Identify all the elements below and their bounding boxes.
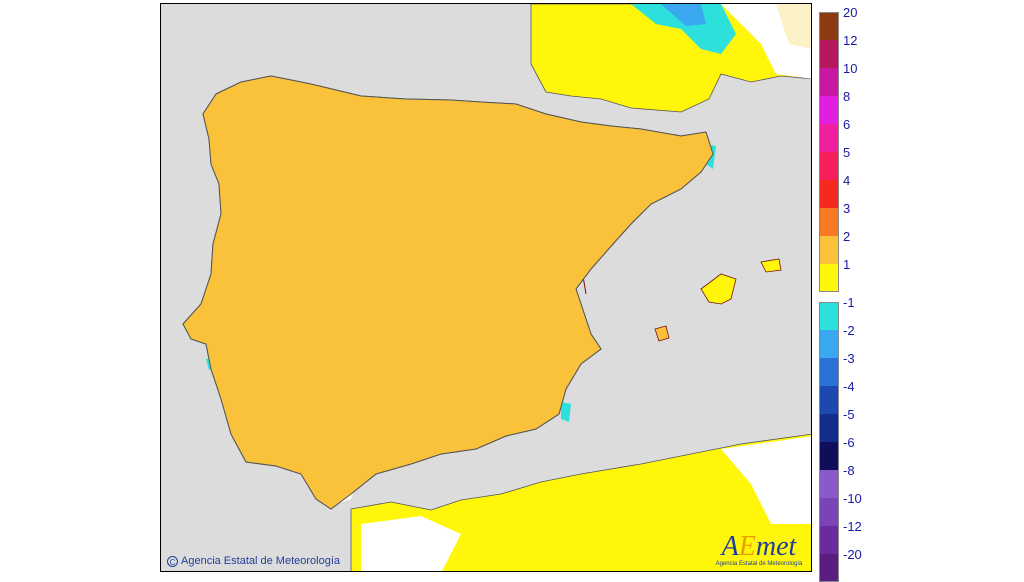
- france-cyan-patch: [631, 4, 736, 54]
- legend-swatch: [819, 470, 839, 498]
- legend-label: -20: [843, 547, 862, 562]
- legend-label: -1: [843, 295, 855, 310]
- legend-label: -6: [843, 435, 855, 450]
- legend-label: 8: [843, 89, 851, 104]
- legend-label: 20: [843, 5, 858, 20]
- legend-swatch: [819, 386, 839, 414]
- legend-label: 4: [843, 173, 851, 188]
- legend-swatch: [819, 124, 839, 152]
- legend-swatch: [819, 414, 839, 442]
- legend-swatch: [819, 526, 839, 554]
- legend-label: 1: [843, 257, 851, 272]
- legend-swatch: [819, 236, 839, 264]
- legend-swatch: [819, 330, 839, 358]
- legend-label: 5: [843, 145, 851, 160]
- africa-white-patch: [721, 436, 811, 524]
- aemet-logo: AEmet Agencia Estatal de Meteorología: [713, 531, 805, 568]
- france-blue-patch: [661, 4, 706, 26]
- legend-swatch: [819, 554, 839, 582]
- copyright-icon: C: [167, 555, 178, 567]
- legend-label: -4: [843, 379, 855, 394]
- france-cream-patch: [776, 4, 811, 49]
- legend-label: 3: [843, 201, 851, 216]
- map-canvas: [161, 4, 811, 571]
- copyright-text: Agencia Estatal de Meteorología: [181, 555, 340, 567]
- legend-swatch: [819, 40, 839, 68]
- copyright-notice: C Agencia Estatal de Meteorología: [167, 555, 340, 567]
- color-legend: 20 12 10 8 6 5 4 3 2 1 -1 -2 -3 -4 -5 -6 -8 -10 -12 -20: [819, 6, 879, 582]
- legend-label: -2: [843, 323, 855, 338]
- legend-label: -5: [843, 407, 855, 422]
- legend-swatch: [819, 96, 839, 124]
- legend-label: -3: [843, 351, 855, 366]
- legend-swatch: [819, 152, 839, 180]
- france-landmass: [530, 4, 811, 113]
- legend-swatch: [819, 264, 839, 292]
- legend-swatch: [819, 358, 839, 386]
- legend-swatch: [819, 498, 839, 526]
- legend-swatch: [819, 12, 839, 40]
- legend-swatch: [819, 442, 839, 470]
- aemet-wordmark: AEmet: [721, 531, 797, 562]
- legend-label: -12: [843, 519, 862, 534]
- balearic-islands: [654, 258, 782, 342]
- legend-label: 10: [843, 61, 858, 76]
- legend-label: -8: [843, 463, 855, 478]
- temperature-anomaly-map: C Agencia Estatal de Meteorología AEmet …: [160, 3, 812, 572]
- aemet-subtitle: Agencia Estatal de Meteorología: [715, 561, 803, 567]
- legend-label: 6: [843, 117, 851, 132]
- africa-white-patch-2: [361, 516, 461, 571]
- legend-swatch: [819, 208, 839, 236]
- legend-swatch: [819, 68, 839, 96]
- legend-label: 2: [843, 229, 851, 244]
- legend-label: 12: [843, 33, 858, 48]
- legend-label: -10: [843, 491, 862, 506]
- africa-landmass: [350, 433, 811, 571]
- legend-swatch: [819, 302, 839, 330]
- legend-swatch: [819, 180, 839, 208]
